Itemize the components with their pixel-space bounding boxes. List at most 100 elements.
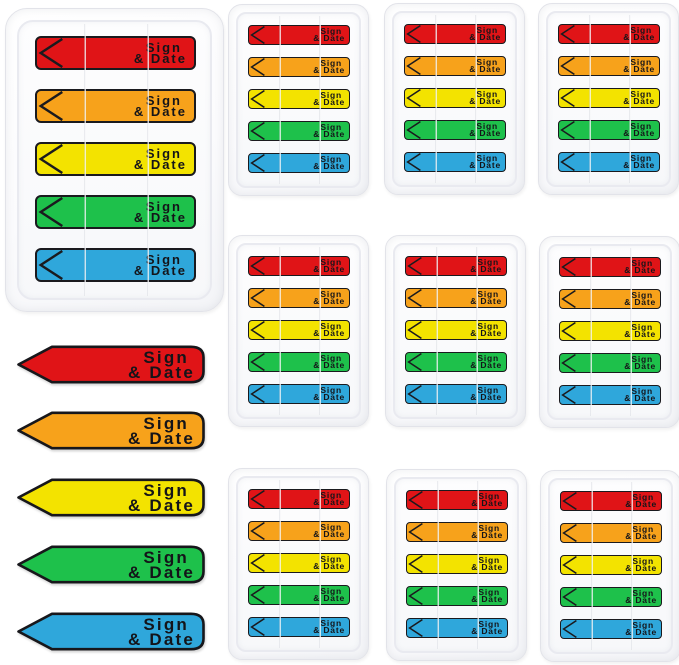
arrow-chevron-icon bbox=[38, 144, 65, 174]
arrow-flag-shape bbox=[17, 545, 205, 584]
flag-green: Sign & Date bbox=[248, 585, 350, 605]
flag-label: Sign & Date bbox=[471, 586, 503, 604]
arrow-chevron-icon bbox=[562, 556, 578, 574]
flag-label: Sign & Date bbox=[623, 56, 655, 74]
flag-dispenser-pack-large: Sign & Date Sign & Date Sign & Date Sign & D… bbox=[5, 8, 224, 312]
arrow-chevron-icon bbox=[406, 25, 422, 43]
flag-orange: Sign & Date bbox=[35, 89, 196, 123]
flag-orange: Sign & Date bbox=[248, 521, 350, 541]
blister-tray: Sign & Date Sign & Date Sign & Date Sign & D… bbox=[17, 20, 212, 300]
blister-tray: Sign & Date Sign & Date Sign & Date Sign & D… bbox=[394, 477, 519, 653]
flag-yellow: Sign & Date bbox=[404, 88, 506, 108]
flag-yellow: Sign & Date bbox=[248, 320, 350, 340]
flag-blue: Sign & Date bbox=[560, 619, 662, 639]
flag-label: Sign & Date bbox=[623, 120, 655, 138]
arrow-chevron-icon bbox=[408, 491, 424, 509]
arrow-chevron-icon bbox=[560, 57, 576, 75]
flag-label: Sign & Date bbox=[313, 489, 345, 507]
arrow-chevron-icon bbox=[407, 321, 423, 339]
arrow-chevron-icon bbox=[560, 121, 576, 139]
flag-yellow: Sign & Date bbox=[248, 553, 350, 573]
flag-label: Sign & Date bbox=[313, 25, 345, 43]
flag-red: Sign & Date bbox=[405, 256, 507, 276]
arrow-chevron-icon bbox=[560, 89, 576, 107]
arrow-chevron-icon bbox=[250, 385, 266, 403]
flag-green: Sign & Date bbox=[558, 120, 660, 140]
flag-dispenser-pack: Sign & Date Sign & Date Sign & Date Sign & D… bbox=[538, 3, 679, 195]
flag-orange: Sign & Date bbox=[558, 56, 660, 76]
flag-label: Sign & Date bbox=[625, 619, 657, 637]
flag-dispenser-pack: Sign & Date Sign & Date Sign & Date Sign & D… bbox=[539, 236, 679, 428]
flag-red: Sign & Date bbox=[404, 24, 506, 44]
flag-green: Sign & Date bbox=[248, 121, 350, 141]
flag-label: Sign & Date bbox=[313, 521, 345, 539]
flag-label: Sign & Date bbox=[470, 384, 502, 402]
arrow-chevron-icon bbox=[250, 289, 266, 307]
blister-tray: Sign & Date Sign & Date Sign & Date Sign & D… bbox=[392, 11, 517, 187]
arrow-flag-shape bbox=[17, 345, 205, 384]
blister-tray: Sign & Date Sign & Date Sign & Date Sign & D… bbox=[547, 244, 672, 420]
flag-label: Sign & Date bbox=[469, 24, 501, 42]
arrow-chevron-icon bbox=[38, 91, 65, 121]
arrow-flag-shape bbox=[17, 612, 205, 651]
arrow-chevron-icon bbox=[38, 197, 65, 227]
flag-green: Sign & Date bbox=[404, 120, 506, 140]
flag-label: Sign & Date bbox=[625, 491, 657, 509]
flag-green: Sign & Date bbox=[248, 352, 350, 372]
flag-label: Sign & Date bbox=[623, 88, 655, 106]
flag-green: Sign & Date bbox=[35, 195, 196, 229]
flag-label: Sign & Date bbox=[133, 199, 187, 225]
flag-dispenser-pack: Sign & Date Sign & Date Sign & Date Sign & D… bbox=[228, 468, 369, 660]
arrow-chevron-icon bbox=[250, 58, 266, 76]
flag-green: Sign & Date bbox=[405, 352, 507, 372]
flag-label: Sign & Date bbox=[469, 56, 501, 74]
arrow-chevron-icon bbox=[562, 524, 578, 542]
arrow-chevron-icon bbox=[560, 153, 576, 171]
flag-blue: Sign & Date bbox=[559, 385, 661, 405]
flag-yellow: Sign & Date bbox=[405, 320, 507, 340]
flag-yellow: Sign & Date bbox=[558, 88, 660, 108]
arrow-chevron-icon bbox=[250, 26, 266, 44]
flag-label: Sign & Date bbox=[313, 553, 345, 571]
arrow-chevron-icon bbox=[38, 250, 65, 280]
flag-blue: Sign & Date bbox=[35, 248, 196, 282]
arrow-chevron-icon bbox=[406, 121, 422, 139]
arrow-chevron-icon bbox=[250, 122, 266, 140]
flag-label: Sign & Date bbox=[469, 152, 501, 170]
arrow-chevron-icon bbox=[407, 289, 423, 307]
flag-blue: Sign & Date bbox=[406, 618, 508, 638]
arrow-chevron-icon bbox=[38, 38, 65, 68]
flag-red: Sign & Date bbox=[248, 489, 350, 509]
flag-red: Sign & Date bbox=[406, 490, 508, 510]
arrow-chevron-icon bbox=[250, 154, 266, 172]
flag-blue: Sign & Date bbox=[248, 384, 350, 404]
flag-label: Sign & Date bbox=[127, 480, 195, 515]
flag-label: Sign & Date bbox=[471, 522, 503, 540]
arrow-chevron-icon bbox=[408, 587, 424, 605]
flag-orange: Sign & Date bbox=[405, 288, 507, 308]
arrow-chevron-icon bbox=[408, 619, 424, 637]
arrow-chevron-icon bbox=[560, 25, 576, 43]
arrow-chevron-icon bbox=[406, 153, 422, 171]
arrow-chevron-icon bbox=[250, 586, 266, 604]
flag-red: Sign & Date bbox=[558, 24, 660, 44]
arrow-chevron-icon bbox=[250, 321, 266, 339]
flag-label: Sign & Date bbox=[469, 120, 501, 138]
flag-label: Sign & Date bbox=[624, 385, 656, 403]
flag-label: Sign & Date bbox=[623, 152, 655, 170]
flag-green: Sign & Date bbox=[560, 587, 662, 607]
flag-label: Sign & Date bbox=[313, 89, 345, 107]
blister-tray: Sign & Date Sign & Date Sign & Date Sign & D… bbox=[236, 476, 361, 652]
arrow-chevron-icon bbox=[561, 258, 577, 276]
flag-orange: Sign & Date bbox=[406, 522, 508, 542]
flag-label: Sign & Date bbox=[313, 320, 345, 338]
flag-red: Sign & Date bbox=[559, 257, 661, 277]
flag-label: Sign & Date bbox=[313, 57, 345, 75]
flag-label: Sign & Date bbox=[470, 320, 502, 338]
flag-dispenser-pack: Sign & Date Sign & Date Sign & Date Sign & D… bbox=[540, 470, 679, 662]
flag-label: Sign & Date bbox=[623, 24, 655, 42]
flag-orange: Sign & Date bbox=[248, 57, 350, 77]
flag-label: Sign & Date bbox=[127, 547, 195, 582]
arrow-chevron-icon bbox=[250, 522, 266, 540]
flag-yellow: Sign & Date bbox=[560, 555, 662, 575]
